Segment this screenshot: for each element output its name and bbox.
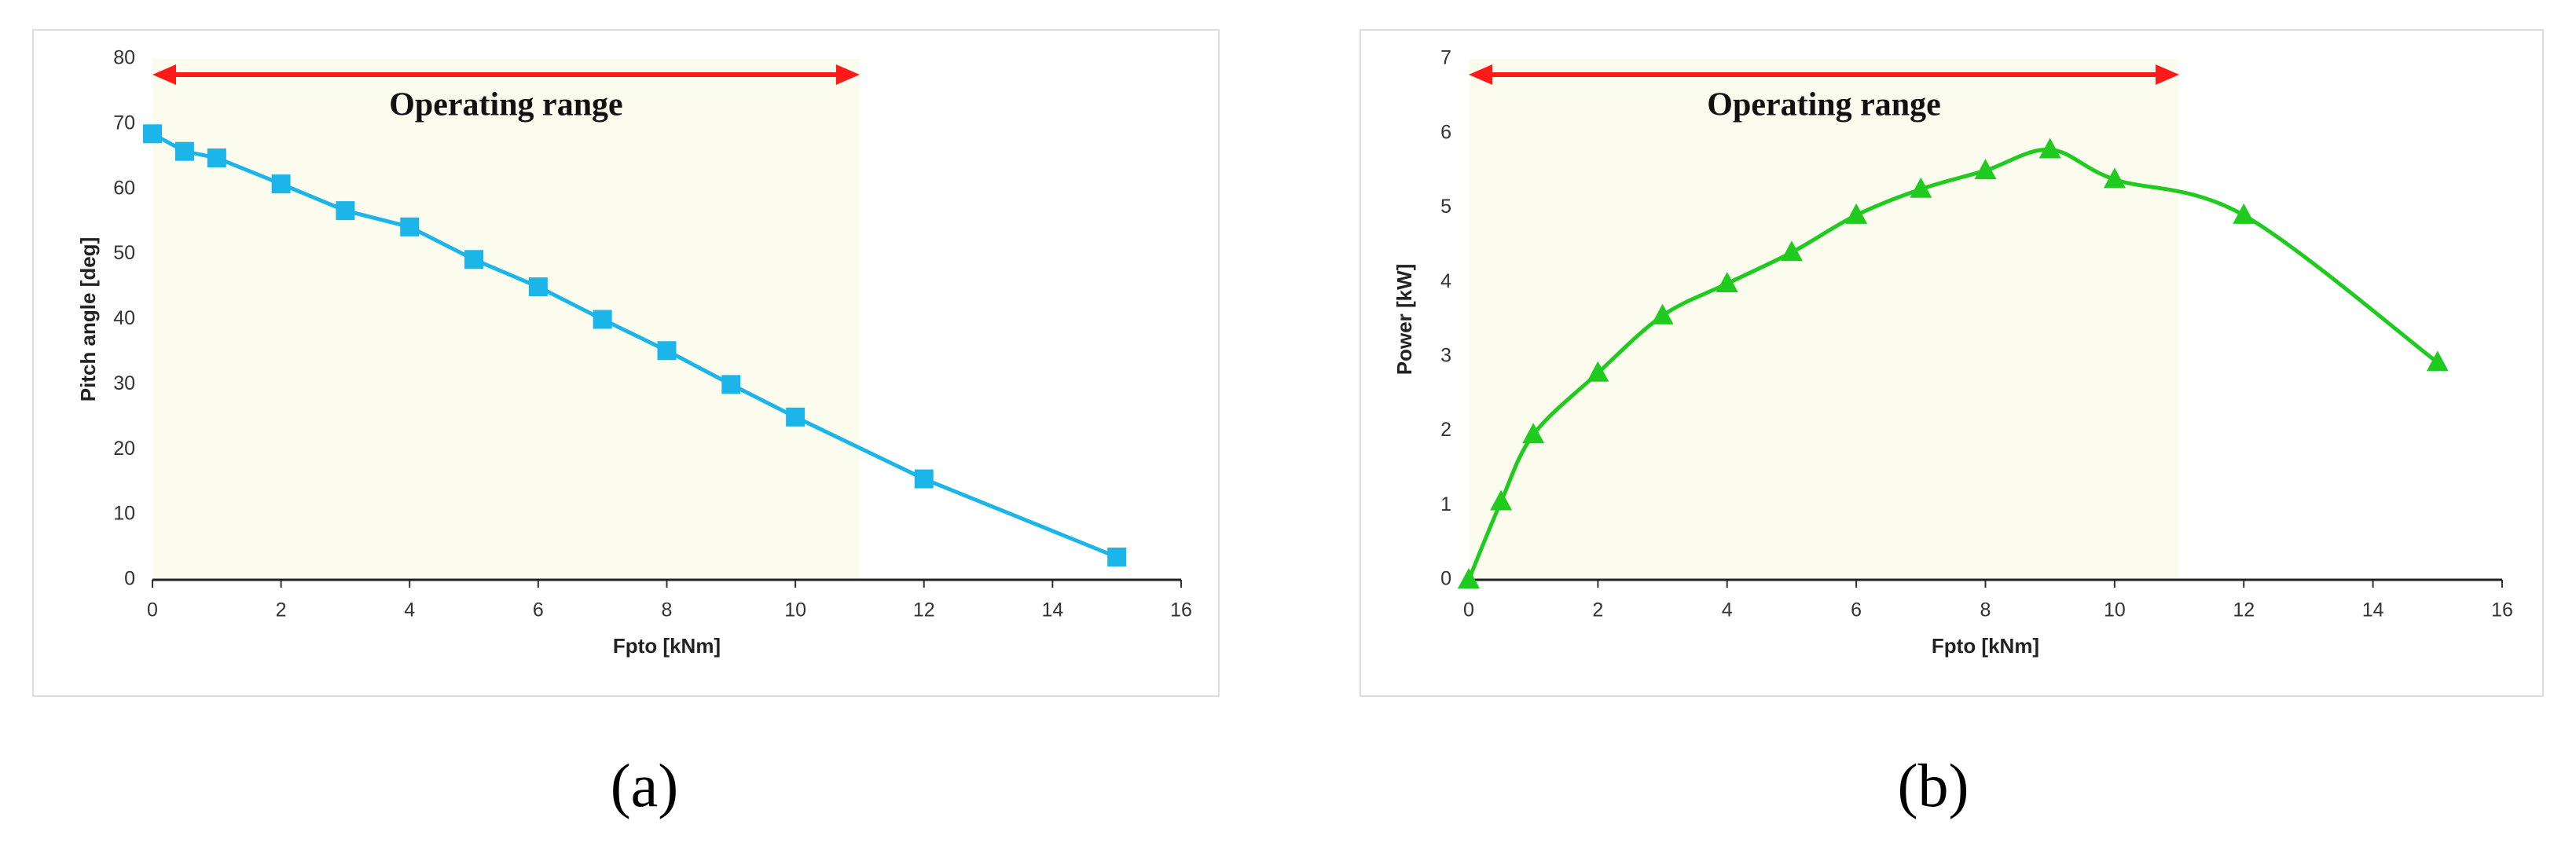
x-tick-label: 2: [1592, 599, 1603, 621]
y-axis-title: Pitch angle [deg]: [76, 237, 100, 401]
marker: [1458, 568, 1480, 588]
x-tick-label: 14: [2362, 599, 2384, 621]
marker: [336, 201, 355, 221]
x-tick-label: 16: [2491, 599, 2513, 621]
y-tick-label: 3: [1440, 344, 1451, 366]
arrow-head: [835, 64, 860, 85]
marker: [271, 174, 291, 194]
arrow-head: [152, 64, 176, 85]
x-tick-label: 6: [1851, 599, 1862, 621]
x-tick-label: 14: [1041, 599, 1063, 621]
x-tick-label: 12: [913, 599, 935, 621]
operating-range-shade: [1469, 59, 2180, 580]
x-tick-label: 0: [1463, 599, 1474, 621]
y-tick-label: 10: [113, 503, 135, 525]
y-tick-label: 70: [113, 112, 135, 134]
annotation: Operating range: [1707, 87, 1940, 123]
y-tick-label: 7: [1440, 47, 1451, 69]
y-tick-label: 2: [1440, 419, 1451, 441]
y-tick-label: 60: [113, 177, 135, 199]
y-tick-label: 6: [1440, 121, 1451, 143]
y-tick-label: 50: [113, 242, 135, 264]
x-tick-label: 2: [276, 599, 287, 621]
marker: [464, 250, 484, 269]
marker: [657, 341, 677, 361]
caption: (b): [1898, 751, 1969, 819]
annotation: Operating range: [389, 87, 622, 123]
y-tick-label: 4: [1440, 270, 1451, 292]
y-tick-label: 5: [1440, 196, 1451, 218]
marker: [1587, 361, 1609, 382]
marker: [721, 375, 741, 394]
series-line: [151, 132, 1118, 559]
operating-range-shade: [152, 59, 860, 580]
x-tick-label: 8: [662, 599, 673, 621]
marker: [174, 141, 194, 161]
caption: (a): [611, 751, 679, 819]
marker: [2038, 137, 2061, 159]
x-tick-label: 12: [2233, 599, 2255, 621]
x-tick-label: 4: [404, 599, 415, 621]
x-tick-label: 4: [1722, 599, 1733, 621]
x-tick-label: 10: [784, 599, 806, 621]
marker: [1522, 423, 1545, 444]
x-axis-title: Fpto [kNm]: [1932, 634, 2039, 658]
x-tick-label: 6: [533, 599, 544, 621]
y-tick-label: 20: [113, 438, 135, 460]
x-tick-label: 8: [1980, 599, 1991, 621]
marker: [1651, 303, 1674, 324]
arrow-head: [2156, 64, 2180, 85]
marker: [914, 469, 934, 489]
marker: [1910, 177, 1932, 198]
y-tick-label: 40: [113, 307, 135, 329]
marker: [1107, 547, 1127, 566]
y-tick-label: 0: [1440, 568, 1451, 590]
y-tick-label: 80: [113, 47, 135, 69]
marker: [786, 407, 805, 427]
marker: [593, 310, 612, 329]
y-tick-label: 0: [124, 568, 135, 590]
marker: [207, 148, 226, 167]
marker: [1845, 203, 1868, 224]
x-tick-label: 10: [2104, 599, 2126, 621]
arrow-head: [1469, 64, 1492, 85]
x-tick-label: 16: [1170, 599, 1192, 621]
y-tick-label: 30: [113, 372, 135, 394]
marker: [1715, 272, 1738, 293]
x-axis-title: Fpto [kNm]: [613, 634, 721, 658]
marker: [400, 217, 420, 236]
marker: [2426, 350, 2449, 372]
marker: [2233, 203, 2255, 224]
marker: [2103, 167, 2126, 189]
marker: [528, 277, 548, 297]
x-tick-label: 0: [147, 599, 158, 621]
marker: [1490, 489, 1513, 511]
y-tick-label: 1: [1440, 493, 1451, 515]
marker: [143, 124, 162, 144]
marker: [1780, 240, 1803, 262]
marker: [1974, 159, 1997, 180]
y-axis-title: Power [kW]: [1393, 264, 1416, 376]
